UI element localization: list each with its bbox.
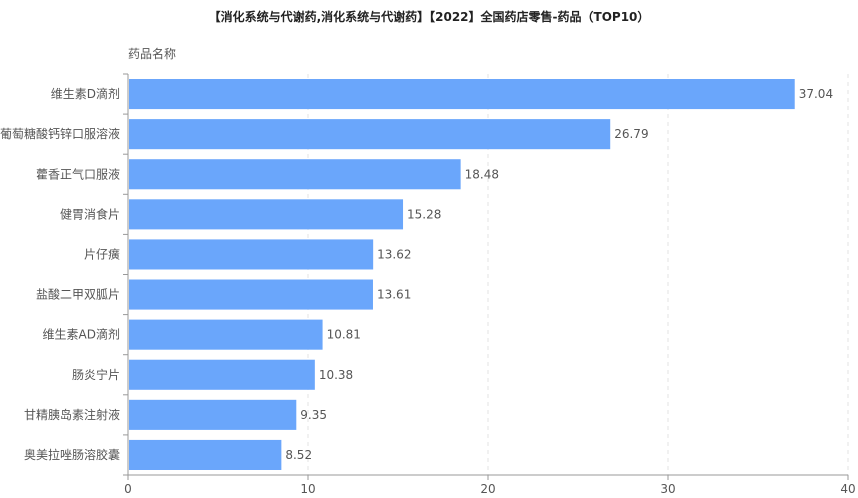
bar <box>129 79 795 110</box>
data-label: 13.61 <box>377 288 411 302</box>
category-label: 甘精胰岛素注射液 <box>24 407 120 422</box>
category-label: 盐酸二甲双胍片 <box>36 287 120 302</box>
data-label: 37.04 <box>799 87 833 101</box>
category-label: 健胃消食片 <box>60 206 120 221</box>
data-label: 10.81 <box>327 328 361 342</box>
bar <box>129 279 373 310</box>
bar <box>129 159 461 190</box>
category-label: 维生素D滴剂 <box>51 86 120 101</box>
bars <box>129 79 795 470</box>
category-label: 维生素AD滴剂 <box>43 327 120 342</box>
data-label: 13.62 <box>377 247 411 261</box>
bar <box>129 239 374 270</box>
category-label: 片仔癀 <box>84 247 120 261</box>
data-label: 9.35 <box>300 408 327 422</box>
bar <box>129 319 323 350</box>
category-label: 肠炎宁片 <box>72 367 120 382</box>
category-label: 奥美拉唑肠溶胶囊 <box>24 447 120 462</box>
bar <box>129 359 315 390</box>
chart-title: 【消化系统与代谢药,消化系统与代谢药】【2022】全国药店零售-药品（TOP10… <box>208 10 650 24</box>
x-tick-label: 20 <box>480 482 495 496</box>
data-label: 26.79 <box>614 127 648 141</box>
bar <box>129 439 282 470</box>
category-label: 藿香正气口服液 <box>36 166 120 181</box>
x-tick-label: 30 <box>660 482 675 496</box>
axes <box>123 73 849 480</box>
data-label: 10.38 <box>319 368 353 382</box>
x-tick-label: 10 <box>300 482 315 496</box>
data-label: 8.52 <box>285 448 312 462</box>
y-axis-title: 药品名称 <box>128 47 177 61</box>
x-tick-label: 0 <box>124 482 132 496</box>
bar <box>129 119 611 150</box>
bar <box>129 399 297 430</box>
data-label: 15.28 <box>407 207 441 221</box>
x-tick-label: 40 <box>840 482 855 496</box>
labels: 0 10 20 30 40 维生素D滴剂 37.04 葡萄糖酸钙锌口服溶液 26.79 藿香正气口… <box>0 86 856 496</box>
category-label: 葡萄糖酸钙锌口服溶液 <box>0 126 120 141</box>
bar <box>129 199 404 230</box>
data-label: 18.48 <box>465 167 499 181</box>
